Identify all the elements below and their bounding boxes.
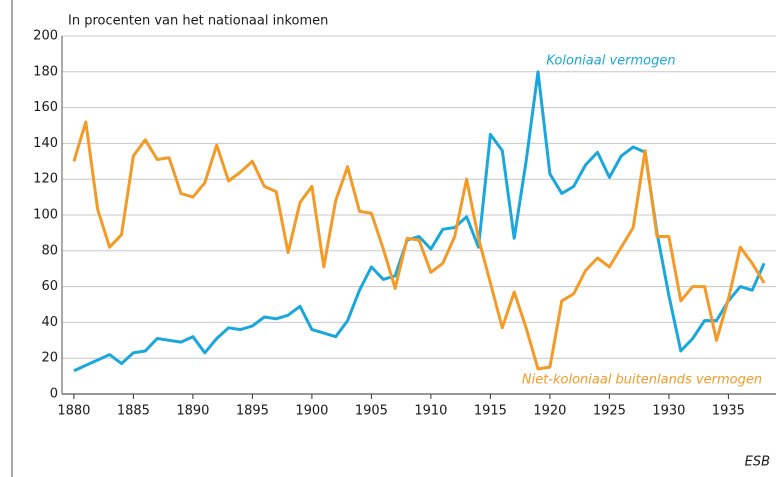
x-tick-label: 1880: [57, 404, 90, 419]
x-tick-label: 1900: [295, 404, 328, 419]
y-tick-label: 120: [33, 172, 58, 187]
x-tick-label: 1920: [533, 404, 566, 419]
series-line: [73, 70, 766, 373]
series-label: Niet-koloniaal buitenlands vermogen: [522, 373, 762, 388]
y-tick-label: 40: [41, 315, 58, 330]
series-label: Koloniaal vermogen: [546, 54, 675, 69]
x-tick-label: 1935: [712, 404, 745, 419]
chart-title: In procenten van het nationaal inkomen: [68, 14, 328, 29]
y-tick-label: 0: [50, 387, 58, 402]
y-tick-label: 80: [41, 243, 58, 258]
x-tick-label: 1915: [474, 404, 507, 419]
y-tick-label: 140: [33, 136, 58, 151]
series-line: [72, 120, 766, 371]
y-tick-label: 160: [33, 100, 58, 115]
y-tick-label: 20: [41, 351, 58, 366]
x-tick-label: 1890: [176, 404, 209, 419]
x-tick-label: 1895: [236, 404, 269, 419]
y-tick-label: 200: [33, 29, 58, 44]
y-tick-label: 60: [41, 279, 58, 294]
y-tick-label: 180: [33, 64, 58, 79]
source: ESB: [745, 455, 770, 470]
x-tick-label: 1925: [593, 404, 626, 419]
x-tick-label: 1910: [414, 404, 447, 419]
x-tick-label: 1930: [652, 404, 685, 419]
x-tick-label: 1885: [117, 404, 150, 419]
x-tick-label: 1905: [355, 404, 388, 419]
y-tick-label: 100: [33, 208, 58, 223]
